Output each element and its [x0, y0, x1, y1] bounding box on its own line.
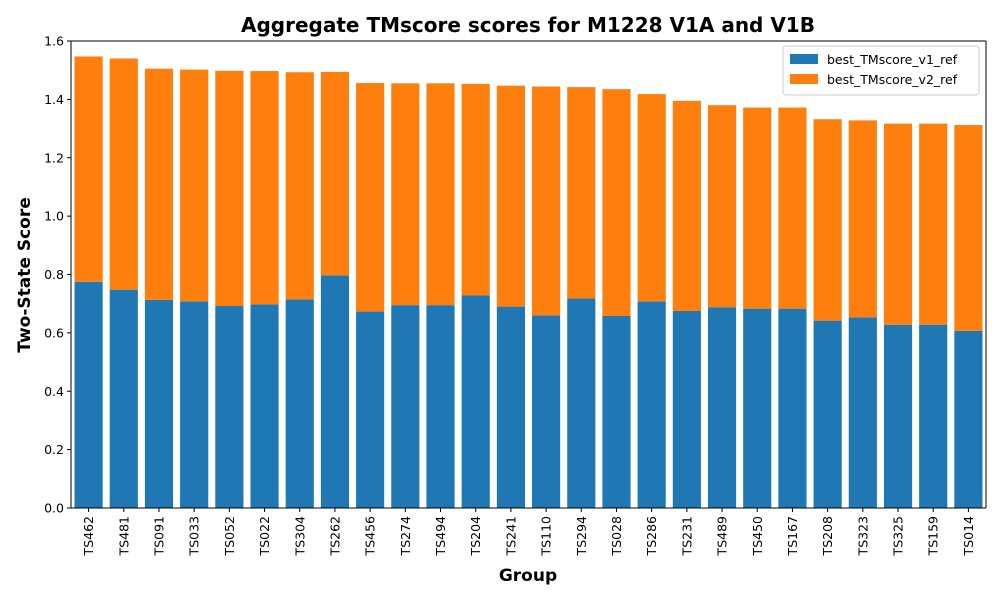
bar-v1-TS274	[391, 305, 420, 508]
legend-box	[782, 45, 980, 96]
bar-v1-TS028	[602, 315, 631, 508]
bar-v2-TS489	[707, 105, 737, 308]
y-tick-label: 0.6	[44, 325, 64, 340]
bar-v1-TS294	[567, 298, 596, 508]
y-tick-label: 1.6	[44, 34, 64, 49]
chart-title: Aggregate TMscore scores for M1228 V1A a…	[241, 13, 815, 37]
bar-v2-TS028	[602, 89, 631, 316]
bar-v2-TS325	[883, 123, 913, 325]
bar-v2-TS204	[461, 83, 490, 296]
x-tick-label-TS241: TS241	[503, 516, 518, 556]
bar-v2-TS014	[954, 125, 983, 331]
y-tick-label: 1.4	[44, 92, 64, 107]
x-tick-label-TS286: TS286	[644, 516, 659, 556]
x-tick-label-TS028: TS028	[609, 516, 624, 556]
bar-v1-TS091	[144, 299, 174, 508]
bar-v1-TS167	[778, 308, 807, 508]
x-tick-label-TS489: TS489	[715, 516, 730, 556]
bar-v2-TS481	[109, 58, 138, 290]
y-tick-label: 0.2	[44, 442, 64, 457]
legend-swatch	[790, 54, 818, 64]
y-tick-label: 1.0	[44, 209, 64, 224]
x-tick-label-TS091: TS091	[151, 516, 166, 556]
bar-v1-TS208	[813, 320, 842, 508]
bar-v2-TS231	[672, 100, 701, 311]
plot-area: 0.0 0.2 0.4 0.6 0.8 1.0 1.2 1.4 1.6 TS462 TS481 TS0…	[44, 34, 987, 556]
bar-v2-TS456	[356, 83, 385, 312]
bar-v2-TS208	[813, 119, 842, 321]
bar-v1-TS323	[848, 317, 877, 508]
bar-v1-TS450	[743, 308, 772, 508]
bar-v2-TS241	[496, 85, 525, 307]
bar-v1-TS159	[919, 324, 948, 508]
x-tick-label-TS494: TS494	[433, 516, 448, 556]
x-tick-label-TS304: TS304	[292, 516, 307, 556]
bar-v2-TS159	[919, 123, 948, 325]
bar-v2-TS304	[285, 72, 314, 300]
x-tick-label-TS110: TS110	[539, 516, 554, 556]
x-tick-label-TS323: TS323	[855, 516, 870, 556]
bar-v1-TS241	[496, 306, 525, 508]
bar-v1-TS462	[74, 281, 103, 508]
x-tick-label-TS204: TS204	[468, 516, 483, 556]
bar-v1-TS262	[320, 275, 350, 508]
legend-swatch	[790, 74, 818, 84]
x-tick-label-TS294: TS294	[574, 516, 589, 556]
bar-v1-TS204	[461, 295, 490, 508]
bar-v1-TS014	[954, 330, 983, 508]
bar-v2-TS274	[391, 83, 420, 306]
x-tick-label-TS262: TS262	[327, 516, 342, 556]
x-tick-label-TS159: TS159	[926, 516, 941, 556]
bar-v2-TS286	[637, 94, 666, 302]
bar-v1-TS110	[532, 315, 561, 508]
bar-v2-TS462	[74, 56, 103, 282]
bar-v1-TS481	[109, 289, 138, 508]
bar-v1-TS456	[356, 311, 385, 508]
bar-v1-TS304	[285, 299, 314, 508]
bar-v2-TS294	[567, 87, 596, 299]
x-tick-label-TS052: TS052	[222, 516, 237, 556]
x-tick-label-TS231: TS231	[679, 516, 694, 556]
bar-v1-TS052	[215, 306, 244, 508]
bar-v2-TS033	[180, 69, 209, 302]
x-tick-label-TS014: TS014	[961, 516, 976, 556]
y-tick-label: 0.0	[44, 501, 64, 516]
x-tick-label-TS022: TS022	[257, 516, 272, 556]
x-tick-label-TS325: TS325	[891, 516, 906, 556]
x-tick-label-TS462: TS462	[81, 516, 96, 556]
bar-v1-TS033	[180, 301, 209, 508]
x-tick-label-TS456: TS456	[363, 516, 378, 556]
bar-v2-TS052	[215, 70, 244, 307]
bar-v1-TS022	[250, 304, 279, 508]
bar-v2-TS262	[320, 71, 350, 276]
bar-v2-TS450	[743, 107, 772, 309]
bar-v1-TS286	[637, 301, 666, 508]
bar-v2-TS323	[848, 120, 877, 318]
y-tick-label: 0.8	[44, 267, 64, 282]
x-tick-label-TS208: TS208	[820, 516, 835, 556]
legend-label: best_TMscore_v1_ref	[827, 52, 958, 67]
legend: best_TMscore_v1_ref best_TMscore_v2_ref	[782, 45, 980, 96]
x-tick-label-TS274: TS274	[398, 516, 413, 556]
legend-label: best_TMscore_v2_ref	[827, 72, 958, 87]
bar-v2-TS167	[778, 107, 807, 309]
x-tick-label-TS450: TS450	[750, 516, 765, 556]
bar-v1-TS231	[672, 310, 701, 508]
bar-v2-TS494	[426, 83, 455, 306]
bar-v1-TS325	[883, 324, 913, 508]
bar-v2-TS022	[250, 71, 279, 305]
bar-v2-TS091	[144, 68, 174, 300]
x-tick-label-TS167: TS167	[785, 516, 800, 556]
bar-v1-TS494	[426, 305, 455, 508]
bar-v2-TS110	[532, 86, 561, 316]
x-tick-label-TS033: TS033	[187, 516, 202, 556]
x-tick-label-TS481: TS481	[116, 516, 131, 556]
y-tick-label: 0.4	[44, 384, 64, 399]
y-axis-label: Two-State Score	[15, 197, 35, 353]
y-tick-label: 1.2	[44, 150, 64, 165]
bar-v1-TS489	[707, 307, 737, 508]
x-axis-label: Group	[499, 566, 557, 586]
